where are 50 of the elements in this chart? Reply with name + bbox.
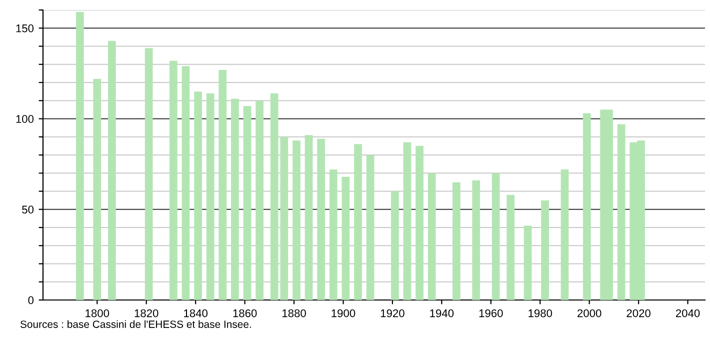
bar [93,78,102,300]
y-tick-label: 0 [28,296,34,304]
bar [617,124,626,300]
source-note: Sources : base Cassini de l'EHESS et base Insee. [20,320,251,328]
bar [317,138,326,300]
bar [329,170,338,300]
bar [231,98,239,300]
bar [304,135,313,300]
x-tick-label: 1860 [233,309,257,318]
bar [182,66,190,300]
x-tick-label: 1820 [134,309,158,318]
bar [194,92,202,300]
bar [76,12,84,300]
x-tick-label: 1880 [282,309,306,318]
x-tick-label: 1840 [184,309,208,318]
bar [390,191,399,300]
bar [403,142,412,300]
bar [472,180,480,300]
bar [560,170,569,300]
bar [582,113,591,300]
bar [452,182,460,300]
bar [218,70,227,300]
x-tick-label: 2000 [578,309,602,318]
bar [506,194,515,300]
x-tick-label: 2040 [676,309,700,318]
y-tick-label: 100 [16,115,34,123]
x-tick-label: 1940 [430,309,454,318]
bar [108,40,116,300]
y-tick-label: 50 [22,206,34,214]
bar [292,140,300,300]
bar [541,200,549,300]
bar [366,155,374,300]
bar [243,106,252,300]
bar [169,60,178,300]
bar [144,48,153,300]
bar [416,146,424,300]
bar [492,173,500,300]
bar [342,176,350,300]
x-tick-label: 2020 [626,309,650,318]
bar [206,93,214,300]
x-tick-label: 1960 [479,309,503,318]
x-tick-label: 1800 [86,309,110,318]
x-tick-label: 1920 [380,309,404,318]
y-tick-label: 150 [16,24,34,32]
bar [428,173,436,300]
x-tick-label: 1900 [332,309,356,318]
bar [524,226,532,300]
x-tick-label: 1980 [528,309,552,318]
bar [354,144,362,300]
bar [256,100,264,300]
